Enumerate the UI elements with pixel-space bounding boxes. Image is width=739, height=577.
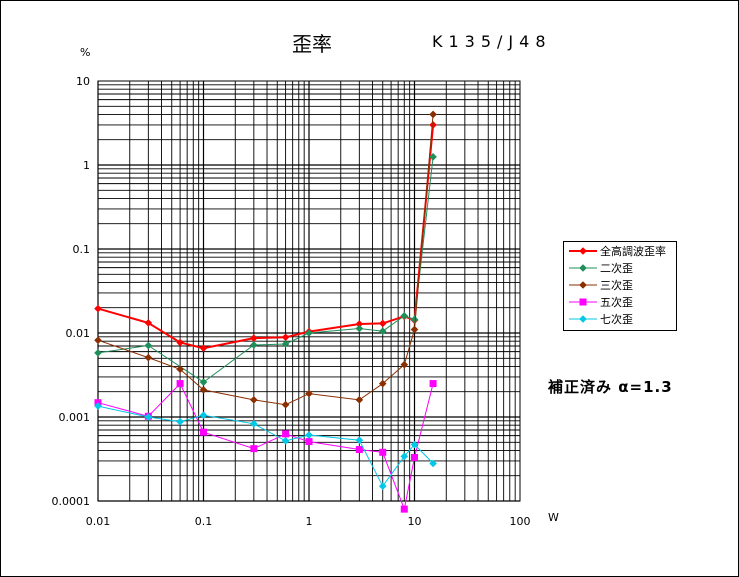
data-point <box>199 411 208 420</box>
data-point <box>429 110 437 119</box>
data-point <box>400 360 409 369</box>
y-tick-label: 1 <box>83 159 90 172</box>
data-point <box>379 448 387 456</box>
y-tick-label: 0.0001 <box>52 495 91 508</box>
data-point <box>400 505 408 513</box>
data-point <box>199 378 208 386</box>
series-layer <box>94 110 437 513</box>
data-point <box>429 121 437 129</box>
legend-marker <box>579 263 587 272</box>
data-point <box>250 334 258 342</box>
data-point <box>94 336 102 345</box>
legend-swatch <box>569 314 597 323</box>
data-point <box>305 329 313 337</box>
legend-marker <box>579 280 587 289</box>
data-point <box>199 344 208 352</box>
data-point <box>355 436 364 444</box>
data-point <box>281 340 290 348</box>
tick-labels: 0.01 0.1 1 10 100 0.0001 0.001 0.01 0.1 1 10 <box>52 75 531 528</box>
legend-swatch <box>569 263 597 272</box>
data-point <box>282 430 290 438</box>
chart-subtitle: K135/J48 <box>432 32 552 51</box>
x-tick-label: 100 <box>510 515 531 528</box>
data-point <box>378 319 387 328</box>
data-point <box>176 338 184 347</box>
data-point <box>144 341 153 350</box>
data-point <box>410 440 419 449</box>
data-point <box>400 312 409 320</box>
annotation-correction: 補正済み α=1.3 <box>548 378 673 396</box>
data-point <box>250 419 258 428</box>
data-point <box>429 153 437 161</box>
legend-swatch <box>569 246 597 255</box>
x-tick-label: 0.1 <box>195 515 213 528</box>
data-point <box>305 438 313 446</box>
data-point <box>378 379 387 388</box>
legend-label: 全高調波歪率 <box>600 244 666 258</box>
x-tick-label: 0.01 <box>86 515 111 528</box>
data-point <box>411 453 418 461</box>
legend-label: 五次歪 <box>600 295 633 309</box>
legend-marker <box>579 298 587 305</box>
legend-marker <box>579 246 587 255</box>
data-point <box>144 413 153 421</box>
legend-marker <box>579 314 587 323</box>
legend-entry: 五次歪 <box>568 294 633 309</box>
y-axis-label: % <box>80 46 90 59</box>
legend-swatch <box>569 298 597 305</box>
data-point <box>410 315 419 324</box>
data-point <box>410 325 419 334</box>
data-point <box>250 341 258 349</box>
legend-entry: 二次歪 <box>568 260 633 275</box>
y-tick-label: 0.001 <box>59 411 91 424</box>
data-point <box>176 380 184 388</box>
data-point <box>281 437 290 445</box>
x-tick-label: 10 <box>408 515 422 528</box>
x-tick-label: 1 <box>306 515 313 528</box>
data-point <box>400 452 409 461</box>
x-axis-label: W <box>548 511 559 524</box>
data-point <box>250 445 258 453</box>
data-point <box>305 389 313 398</box>
data-point <box>94 349 102 357</box>
y-tick-label: 0.01 <box>66 327 91 340</box>
data-point <box>176 365 184 374</box>
data-point <box>94 402 102 410</box>
data-point <box>378 327 387 336</box>
data-point <box>144 319 153 327</box>
series-line <box>97 114 434 406</box>
data-point <box>176 417 184 426</box>
data-point <box>199 386 208 394</box>
legend-entry: 三次歪 <box>568 277 633 292</box>
series-5 <box>94 402 437 491</box>
data-point <box>94 304 102 313</box>
legend-entry: 全高調波歪率 <box>568 243 666 258</box>
legend-label: 二次歪 <box>600 261 633 275</box>
data-point <box>281 400 290 409</box>
data-point <box>355 320 364 328</box>
data-point <box>250 396 258 404</box>
data-point <box>355 446 363 454</box>
data-point <box>355 396 364 404</box>
data-point <box>429 459 437 468</box>
legend-label: 三次歪 <box>600 278 633 292</box>
chart-title: 歪率 <box>292 32 332 56</box>
series-2 <box>94 153 437 386</box>
data-point <box>429 380 437 388</box>
data-point <box>378 482 387 491</box>
legend: 全高調波歪率 二次歪三次歪五次歪七次歪 <box>563 241 677 331</box>
y-tick-label: 10 <box>76 75 90 88</box>
data-point <box>144 353 153 362</box>
y-tick-label: 0.1 <box>73 243 91 256</box>
data-point <box>305 431 313 439</box>
data-point <box>200 428 207 436</box>
data-point <box>281 333 290 342</box>
legend-entry: 七次歪 <box>568 311 633 326</box>
legend-swatch <box>569 280 597 289</box>
data-point <box>355 324 364 333</box>
legend-label: 七次歪 <box>600 312 633 326</box>
grid-lines <box>97 80 521 502</box>
series-3 <box>94 110 437 409</box>
